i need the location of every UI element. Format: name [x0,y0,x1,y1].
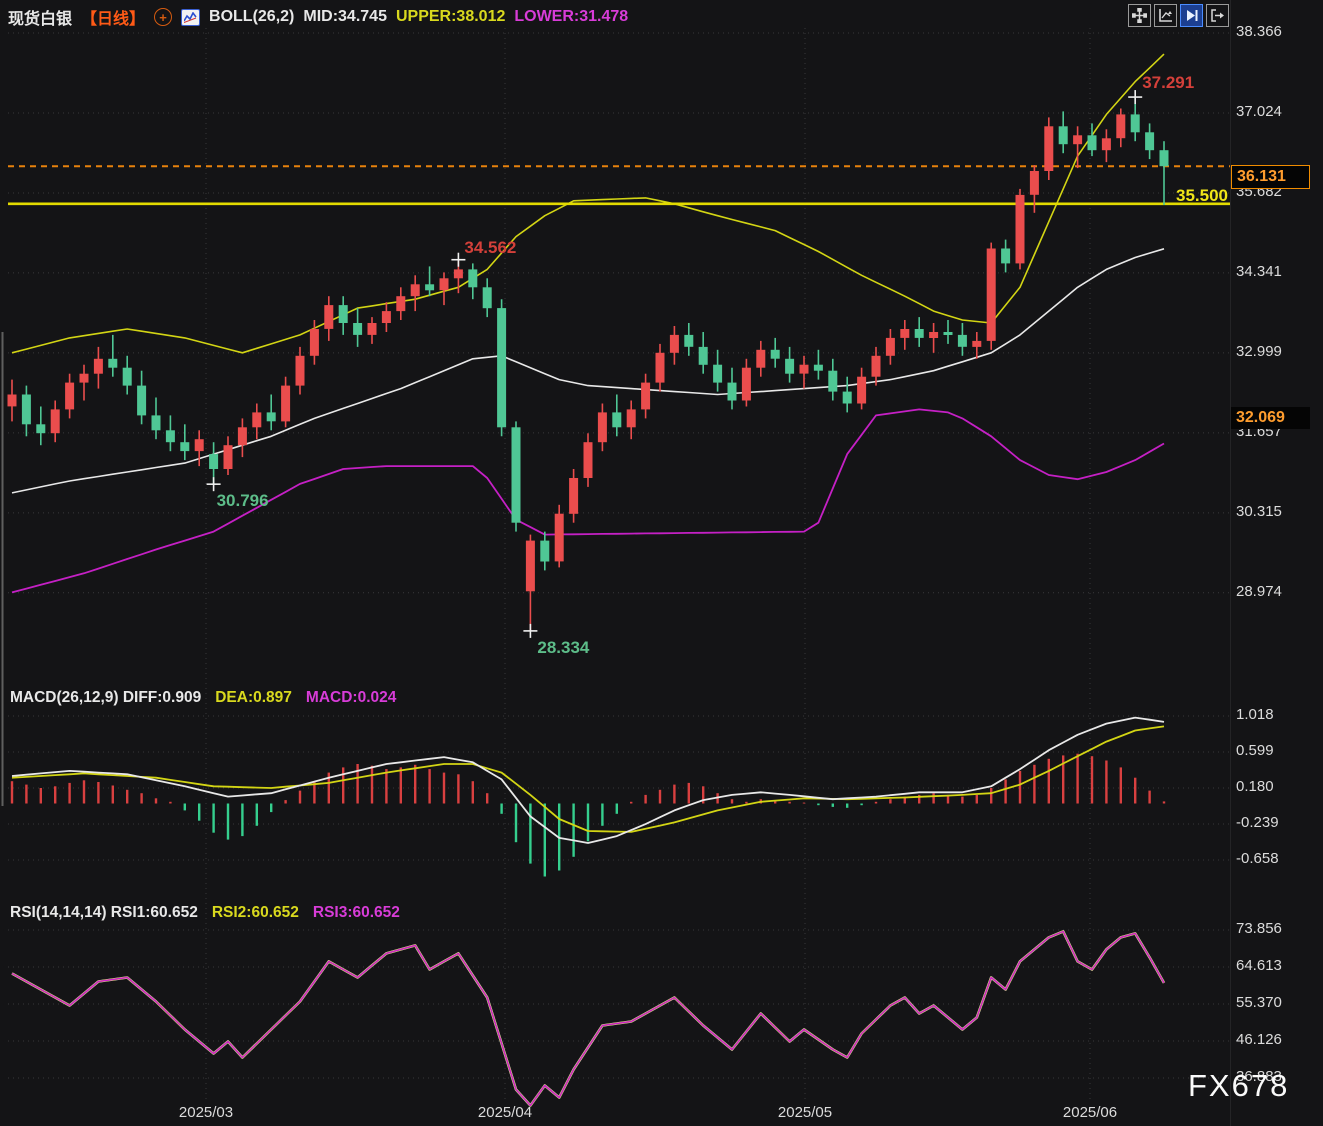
add-indicator-icon[interactable]: + [154,8,173,26]
axis-chart-icon [1159,9,1172,22]
mini-line-chart-icon [184,11,197,23]
price-lines [8,165,1230,206]
exit-right-icon [1211,9,1224,22]
macd-lines [11,716,1165,844]
pan-move-button[interactable] [1128,4,1151,27]
plus-glyph: + [159,9,167,25]
playback-button[interactable] [1180,4,1203,27]
axis-scale-button[interactable] [1154,4,1177,27]
rsi-lines [11,930,1166,1107]
period-label[interactable]: 【日线】 [81,11,146,28]
macd-histogram [10,753,1166,877]
chart-toolbar [1128,4,1229,27]
candles [7,97,1169,631]
extreme-markers [206,90,1143,638]
chart-type-icon[interactable] [181,8,201,26]
gridlines [8,0,1231,1126]
play-forward-icon [1187,10,1198,21]
bollinger-bands [11,53,1165,594]
move-cross-icon [1132,8,1147,23]
exit-panel-button[interactable] [1206,4,1229,27]
